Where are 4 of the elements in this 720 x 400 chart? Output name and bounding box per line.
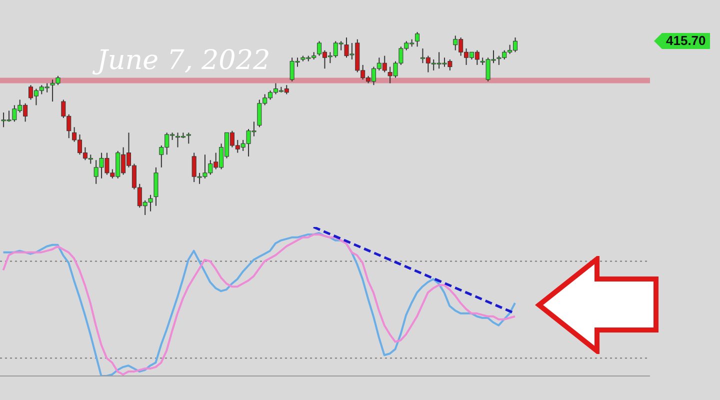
candlestick bbox=[415, 32, 420, 48]
candlestick bbox=[154, 166, 158, 206]
candlestick bbox=[186, 132, 191, 144]
text: 415.70 bbox=[662, 33, 710, 50]
